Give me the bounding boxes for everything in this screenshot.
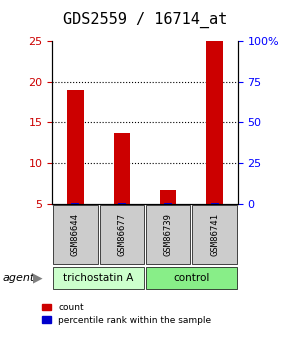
Bar bbox=[67, 90, 84, 204]
Text: GSM86741: GSM86741 bbox=[210, 213, 219, 256]
FancyBboxPatch shape bbox=[192, 205, 237, 264]
FancyBboxPatch shape bbox=[53, 267, 144, 288]
Bar bbox=[71, 203, 79, 204]
Bar bbox=[114, 133, 130, 204]
Text: ▶: ▶ bbox=[33, 271, 43, 284]
FancyBboxPatch shape bbox=[99, 205, 144, 264]
FancyBboxPatch shape bbox=[53, 205, 98, 264]
Text: agent: agent bbox=[3, 273, 35, 283]
Text: GDS2559 / 16714_at: GDS2559 / 16714_at bbox=[63, 11, 227, 28]
Bar bbox=[206, 41, 223, 204]
Bar bbox=[160, 190, 176, 204]
Bar bbox=[211, 203, 219, 204]
FancyBboxPatch shape bbox=[146, 205, 191, 264]
Bar bbox=[118, 203, 126, 204]
Legend: count, percentile rank within the sample: count, percentile rank within the sample bbox=[42, 303, 212, 325]
Text: GSM86644: GSM86644 bbox=[71, 213, 80, 256]
Text: GSM86677: GSM86677 bbox=[117, 213, 126, 256]
Text: trichostatin A: trichostatin A bbox=[64, 273, 134, 283]
Bar bbox=[164, 203, 172, 204]
Text: GSM86739: GSM86739 bbox=[164, 213, 173, 256]
Text: control: control bbox=[173, 273, 210, 283]
FancyBboxPatch shape bbox=[146, 267, 237, 288]
